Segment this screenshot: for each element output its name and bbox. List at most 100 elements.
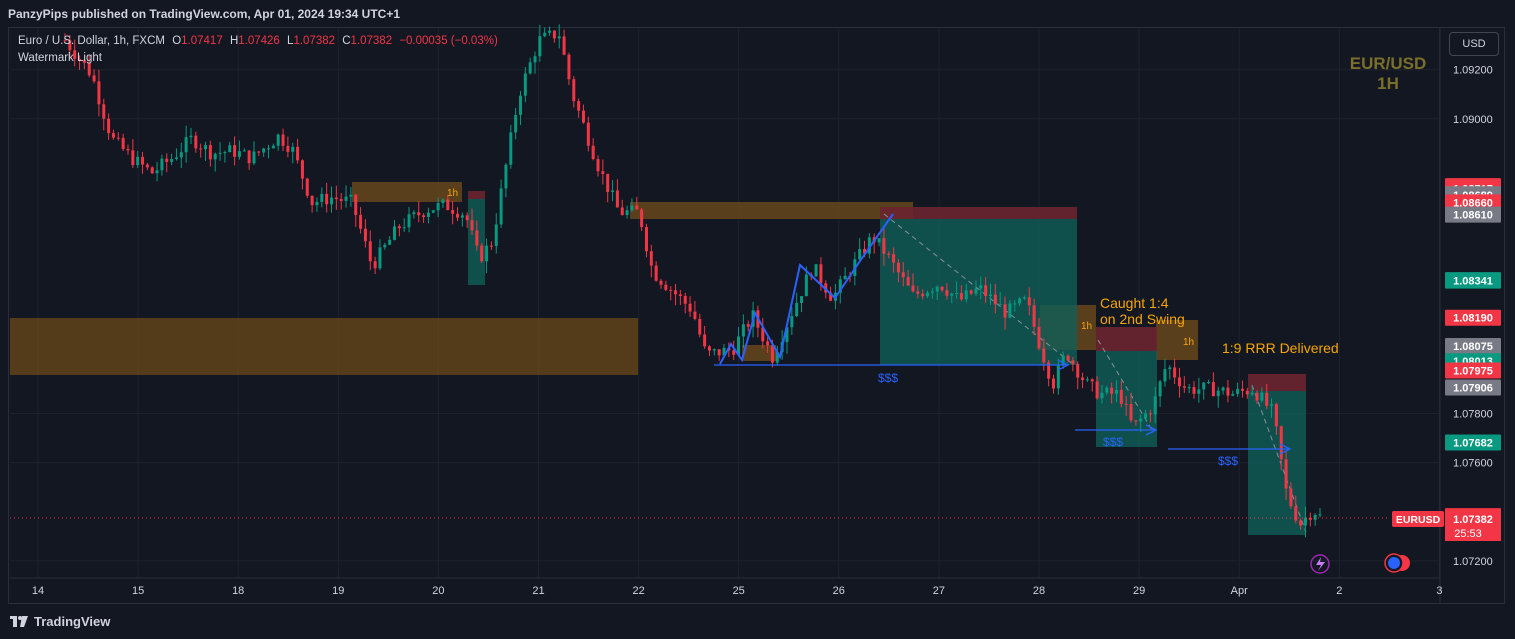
- candle-body: [586, 122, 590, 146]
- legend-close-label: C: [342, 35, 351, 47]
- candle-body: [741, 324, 745, 337]
- candle-body: [528, 62, 532, 74]
- candle-body: [1042, 348, 1046, 363]
- price-tag-text: 1.08341: [1453, 276, 1493, 288]
- current-price-text: 1.07382: [1453, 514, 1493, 526]
- candle-body: [1071, 360, 1075, 365]
- x-tick-label: 25: [733, 585, 745, 597]
- candle-body: [1027, 297, 1031, 306]
- x-tick-label: 3: [1436, 585, 1442, 597]
- candle-body: [73, 50, 77, 59]
- candle-body: [1144, 413, 1148, 419]
- candle-body: [1255, 392, 1259, 401]
- candle-body: [460, 215, 464, 218]
- candle-body: [291, 146, 295, 152]
- y-tick-label: 1.09000: [1453, 114, 1493, 126]
- candle-body: [863, 249, 867, 254]
- candle-body: [601, 171, 605, 174]
- candle-body: [906, 277, 910, 286]
- candle-body: [1270, 404, 1274, 406]
- legend-symbol[interactable]: Euro / U.S. Dollar, 1h, FXCM: [18, 35, 165, 47]
- candle-body: [1245, 390, 1249, 395]
- candle-body: [82, 60, 86, 63]
- candle-body: [1022, 297, 1026, 299]
- caught-annotation: Caught 1:4 on 2nd Swing: [1100, 295, 1185, 327]
- x-tick-label: 26: [833, 585, 845, 597]
- candle-body: [707, 346, 711, 351]
- stop-box-2: [880, 207, 1077, 219]
- candle-body: [509, 132, 513, 165]
- x-tick-label: Apr: [1231, 585, 1248, 597]
- candle-body: [1216, 390, 1220, 397]
- candle-body: [354, 194, 358, 215]
- candle-body: [417, 212, 421, 216]
- candle-body: [703, 334, 707, 347]
- candle-body: [87, 62, 91, 76]
- timeframe-label-3: 1h: [1183, 337, 1194, 348]
- candle-body: [625, 210, 629, 215]
- candle-body: [1105, 387, 1109, 393]
- candle-body: [339, 199, 343, 201]
- candle-body: [141, 156, 145, 165]
- candle-body: [998, 304, 1002, 306]
- candle-body: [785, 327, 789, 343]
- candle-body: [1187, 387, 1191, 389]
- candle-body: [557, 36, 561, 39]
- candle-body: [1076, 364, 1080, 378]
- candle-body: [523, 73, 527, 96]
- candle-body: [1182, 386, 1186, 388]
- price-tag-text: 1.08075: [1453, 341, 1493, 353]
- candle-body: [1008, 303, 1012, 318]
- candle-body: [1153, 396, 1157, 415]
- candle-body: [746, 324, 750, 327]
- candle-body: [378, 247, 382, 269]
- candle-body: [1313, 514, 1317, 520]
- swing-structure-line: [719, 213, 894, 365]
- legend-low: 1.07382: [293, 35, 336, 47]
- candle-body: [596, 159, 600, 172]
- caught-line-2: on 2nd Swing: [1100, 311, 1185, 327]
- candle-body: [475, 230, 479, 246]
- candle-body: [911, 285, 915, 292]
- candle-body: [276, 134, 280, 146]
- candle-body: [533, 56, 537, 63]
- candle-body: [1056, 365, 1060, 389]
- lightning-event-icon[interactable]: [1310, 554, 1330, 574]
- caught-line-1: Caught 1:4: [1100, 295, 1169, 311]
- candle-body: [325, 193, 329, 205]
- price-tag: 1.08660: [1445, 194, 1501, 211]
- candle-body: [552, 30, 556, 39]
- candle-body: [194, 135, 198, 149]
- candle-body: [892, 254, 896, 263]
- candle-body: [1047, 362, 1051, 379]
- candle-body: [1168, 367, 1172, 370]
- tradingview-logo[interactable]: TradingView: [10, 614, 110, 629]
- candle-body: [829, 292, 833, 301]
- candle-body: [305, 178, 309, 196]
- current-price-bg: [1445, 511, 1501, 541]
- candle-body: [480, 245, 484, 262]
- candle-body: [1211, 381, 1215, 397]
- candle-body: [1032, 305, 1036, 327]
- price-tag-bg: [1445, 194, 1501, 211]
- candle-body: [1090, 379, 1094, 382]
- demand-zone-large: [10, 318, 638, 375]
- candle-body: [1013, 303, 1017, 305]
- candle-body: [935, 286, 939, 292]
- timeframe-label-2: 1h: [1081, 321, 1092, 332]
- price-tag: 1.07682: [1445, 434, 1501, 451]
- x-tick-label: 20: [432, 585, 444, 597]
- candle-body: [1114, 389, 1118, 394]
- price-tag: 1.08190: [1445, 309, 1501, 326]
- candle-body: [179, 152, 183, 158]
- indicator-label[interactable]: Watermark Light: [18, 52, 102, 64]
- candle-body: [940, 286, 944, 291]
- currency-button[interactable]: USD: [1449, 32, 1499, 56]
- chart-frame[interactable]: [8, 27, 1505, 604]
- candle-body: [213, 153, 217, 160]
- candle-body: [654, 265, 658, 281]
- candle-body: [1308, 517, 1312, 520]
- candle-body: [402, 227, 406, 229]
- x-tick-label: 22: [632, 585, 644, 597]
